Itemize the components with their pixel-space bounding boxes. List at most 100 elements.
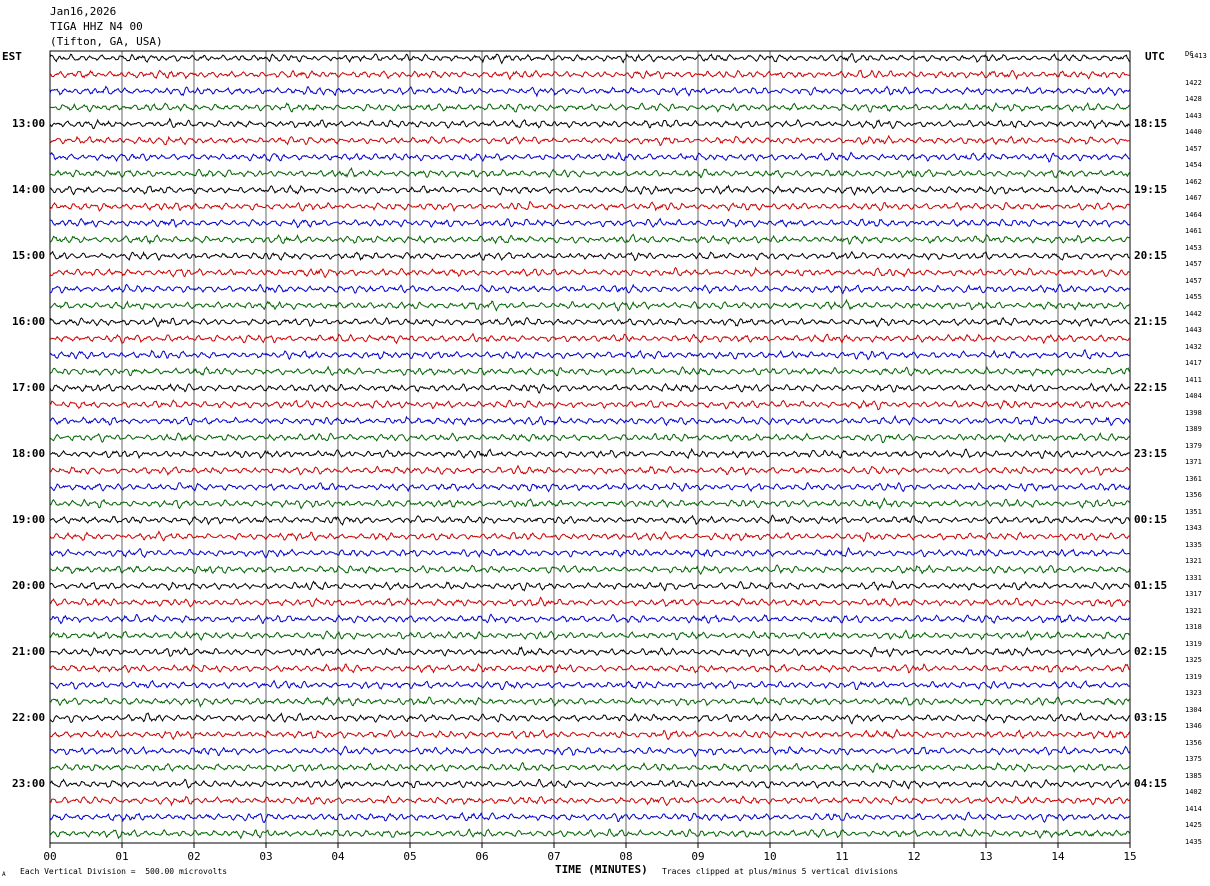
utc-hour-label: 22:15 [1134,381,1168,394]
trace-row-13 [49,250,1131,262]
trace-row-16 [49,298,1131,312]
dc-offset-label: 1319 [1185,672,1202,681]
dc-offset-label: 1319 [1185,639,1202,648]
utc-hour-label: 21:15 [1134,315,1168,328]
dc-offset-label: 1425 [1185,821,1202,829]
x-tick-label: 08 [619,850,633,863]
x-tick-label: 03 [259,850,273,863]
utc-hour-label: 03:15 [1134,711,1168,724]
dc-offset-label: 1356 [1185,738,1202,747]
dc-offset-label: 1462 [1185,177,1202,186]
x-tick-label: 10 [763,850,777,863]
trace-row-33 [49,580,1131,592]
dc-offset-label: 1318 [1185,623,1202,631]
dc-offset-label: 1457 [1185,144,1202,153]
trace-row-23 [49,414,1131,427]
trace-row-30 [49,530,1131,543]
x-tick-label: 15 [1123,850,1137,863]
dc-offset-label: 1435 [1185,837,1202,846]
est-hour-label: 14:00 [12,183,46,196]
left-zone-label: EST [2,50,22,63]
trace-row-19 [49,348,1131,361]
trace-row-39 [49,679,1131,691]
trace-row-11 [49,217,1131,229]
dc-offset-label: 1398 [1185,408,1202,417]
trace-row-2 [49,69,1131,81]
x-tick-label: 02 [187,850,201,863]
trace-row-22 [49,399,1131,411]
header-date: Jan16,2026 [50,5,117,18]
est-hour-label: 16:00 [12,315,46,328]
trace-row-12 [49,233,1131,245]
dc-offset-label: 1457 [1185,276,1202,285]
trace-row-28 [49,497,1131,510]
trace-row-34 [49,596,1131,608]
dc-offset-label: 1442 [1185,309,1202,318]
trace-row-5 [49,117,1131,130]
x-tick-label: 00 [43,850,57,863]
x-tick-label: 13 [979,850,993,863]
trace-row-15 [49,283,1131,295]
trace-row-8 [49,167,1131,179]
dc-offset-label: 1304 [1185,705,1202,714]
trace-row-25 [49,447,1131,460]
est-hour-label: 15:00 [12,249,46,262]
dc-offset-label: 1461 [1185,227,1202,235]
x-tick-label: 06 [475,850,489,863]
dc-offset-label: 1411 [1185,375,1202,384]
header-location: (Tifton, GA, USA) [50,35,163,48]
utc-hour-label: 20:15 [1134,249,1168,262]
trace-row-31 [49,546,1131,559]
clip-note: Traces clipped at plus/minus 5 vertical … [662,867,899,876]
trace-row-3 [49,85,1131,98]
x-tick-label: 04 [331,850,345,863]
trace-row-36 [49,629,1131,641]
utc-hour-label: 18:15 [1134,117,1168,130]
utc-hour-label: 02:15 [1134,645,1168,658]
utc-hour-label: 01:15 [1134,579,1168,592]
est-hour-label: 22:00 [12,711,46,724]
dc-offset-label: 1422 [1185,78,1202,87]
x-tick-label: 09 [691,850,705,863]
dc-header: DC [1185,50,1194,58]
dc-offset-label: 1389 [1185,425,1202,433]
trace-row-46 [49,795,1131,807]
dc-offset-label: 1453 [1185,243,1202,252]
trace-row-1 [49,52,1131,65]
dc-offset-label: 1443 [1185,111,1202,120]
utc-hour-label: 19:15 [1134,183,1168,196]
est-hour-label: 23:00 [12,777,46,790]
dc-offset-label: 1417 [1185,359,1202,367]
trace-row-20 [49,365,1131,377]
trace-row-48 [49,827,1131,840]
dc-offset-label: 1325 [1185,656,1202,664]
corner-mark: A [2,871,6,878]
dc-offset-label: 1317 [1185,590,1202,598]
trace-row-14 [49,266,1131,278]
trace-row-35 [49,613,1131,625]
dc-offset-label: 1371 [1185,458,1202,466]
trace-row-29 [49,514,1131,526]
right-zone-label: UTC [1145,50,1165,63]
dc-offset-label: 1402 [1185,788,1202,796]
dc-offset-label: 1432 [1185,342,1202,351]
trace-row-38 [49,663,1131,674]
utc-hour-label: 00:15 [1134,513,1168,526]
dc-offset-label: 1467 [1185,194,1202,202]
est-hour-label: 18:00 [12,447,46,460]
dc-offset-label: 1321 [1185,606,1202,615]
utc-hour-label: 23:15 [1134,447,1168,460]
dc-offset-label: 1361 [1185,474,1202,483]
plot-frame [49,50,1131,844]
dc-offset-label: 1414 [1185,804,1202,813]
dc-offset-label: 1443 [1185,326,1202,334]
trace-row-4 [49,101,1131,113]
utc-hour-label: 04:15 [1134,777,1168,790]
dc-offset-label: 1379 [1185,441,1202,450]
dc-offset-label: 1343 [1185,524,1202,532]
dc-offset-label: 1321 [1185,557,1202,565]
trace-row-45 [49,778,1131,790]
trace-row-32 [49,564,1131,576]
dc-offset-label: 1457 [1185,260,1202,268]
